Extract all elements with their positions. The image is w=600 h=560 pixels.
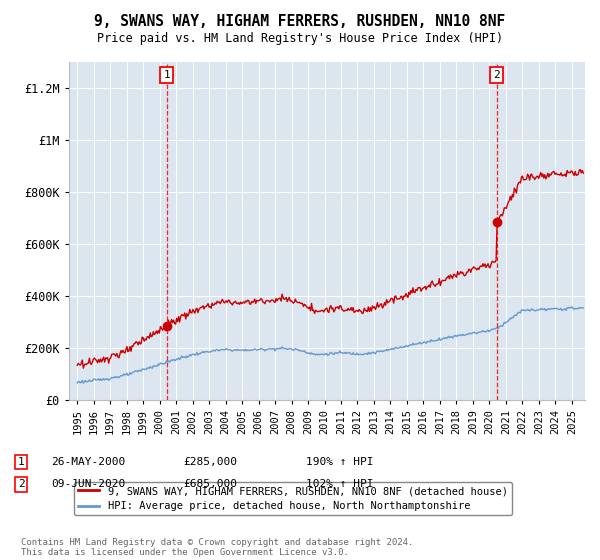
Text: 9, SWANS WAY, HIGHAM FERRERS, RUSHDEN, NN10 8NF: 9, SWANS WAY, HIGHAM FERRERS, RUSHDEN, N… — [94, 14, 506, 29]
Text: 1: 1 — [17, 457, 25, 467]
Text: 102% ↑ HPI: 102% ↑ HPI — [306, 479, 373, 489]
Text: 09-JUN-2020: 09-JUN-2020 — [51, 479, 125, 489]
Text: 190% ↑ HPI: 190% ↑ HPI — [306, 457, 373, 467]
Text: 1: 1 — [163, 70, 170, 80]
Text: Price paid vs. HM Land Registry's House Price Index (HPI): Price paid vs. HM Land Registry's House … — [97, 32, 503, 45]
Text: 26-MAY-2000: 26-MAY-2000 — [51, 457, 125, 467]
Text: £285,000: £285,000 — [183, 457, 237, 467]
Legend: 9, SWANS WAY, HIGHAM FERRERS, RUSHDEN, NN10 8NF (detached house), HPI: Average p: 9, SWANS WAY, HIGHAM FERRERS, RUSHDEN, N… — [74, 482, 512, 515]
Text: 2: 2 — [493, 70, 500, 80]
Text: Contains HM Land Registry data © Crown copyright and database right 2024.
This d: Contains HM Land Registry data © Crown c… — [21, 538, 413, 557]
Text: £685,000: £685,000 — [183, 479, 237, 489]
Text: 2: 2 — [17, 479, 25, 489]
